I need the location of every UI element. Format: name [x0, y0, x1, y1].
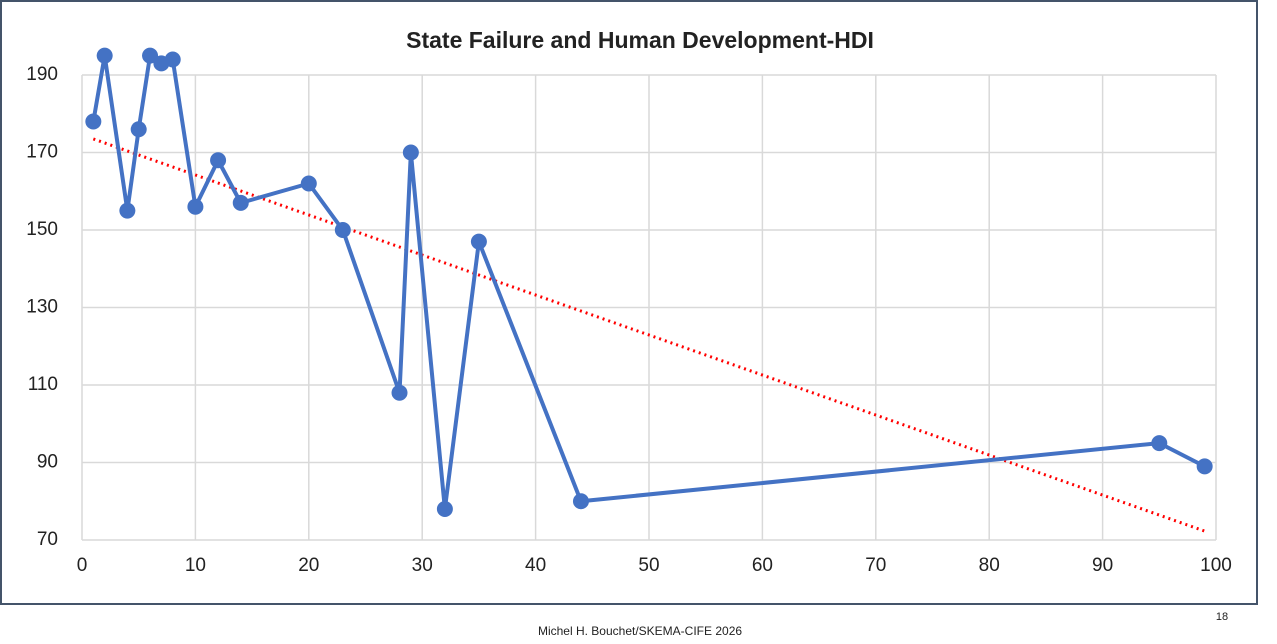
x-tick-label: 70	[865, 555, 886, 576]
grid	[81, 74, 1217, 541]
y-tick-label: 190	[26, 64, 58, 85]
marker	[402, 144, 419, 161]
x-tick-label: 0	[77, 555, 88, 576]
marker	[119, 202, 136, 219]
marker	[391, 384, 408, 401]
marker	[187, 198, 204, 215]
marker	[572, 493, 589, 510]
x-tick-label: 80	[979, 555, 1000, 576]
marks	[85, 47, 1213, 533]
y-tick-label: 90	[37, 452, 58, 473]
chart-frame	[0, 0, 1258, 605]
marker	[85, 113, 102, 130]
marker	[436, 501, 453, 517]
marker	[210, 152, 227, 169]
chart-title: State Failure and Human Development-HDI	[406, 27, 874, 53]
y-tick-label: 170	[26, 142, 58, 163]
marker	[164, 51, 181, 68]
y-tick-label: 150	[26, 219, 58, 240]
page-number: 18	[1216, 611, 1228, 623]
marker	[96, 47, 113, 64]
y-tick-label: 110	[28, 374, 58, 395]
y-tick-label: 70	[37, 529, 58, 550]
marker	[1196, 458, 1213, 475]
x-tick-label: 90	[1092, 555, 1113, 576]
marker	[130, 121, 147, 138]
x-tick-label: 50	[638, 555, 659, 576]
marker	[142, 47, 159, 64]
x-tick-label: 10	[185, 555, 206, 576]
credit: Michel H. Bouchet/SKEMA-CIFE 2026	[538, 624, 742, 638]
marker	[470, 233, 487, 250]
x-tick-label: 60	[752, 555, 773, 576]
x-tick-label: 100	[1200, 555, 1232, 576]
marker	[334, 222, 351, 238]
marker	[1151, 435, 1168, 452]
marker	[300, 175, 317, 192]
trendline	[92, 137, 1206, 533]
x-tick-label: 20	[298, 555, 319, 576]
x-tick-label: 30	[412, 555, 433, 576]
x-tick-label: 40	[525, 555, 546, 576]
y-tick-label: 130	[26, 297, 58, 318]
marker	[232, 194, 249, 211]
